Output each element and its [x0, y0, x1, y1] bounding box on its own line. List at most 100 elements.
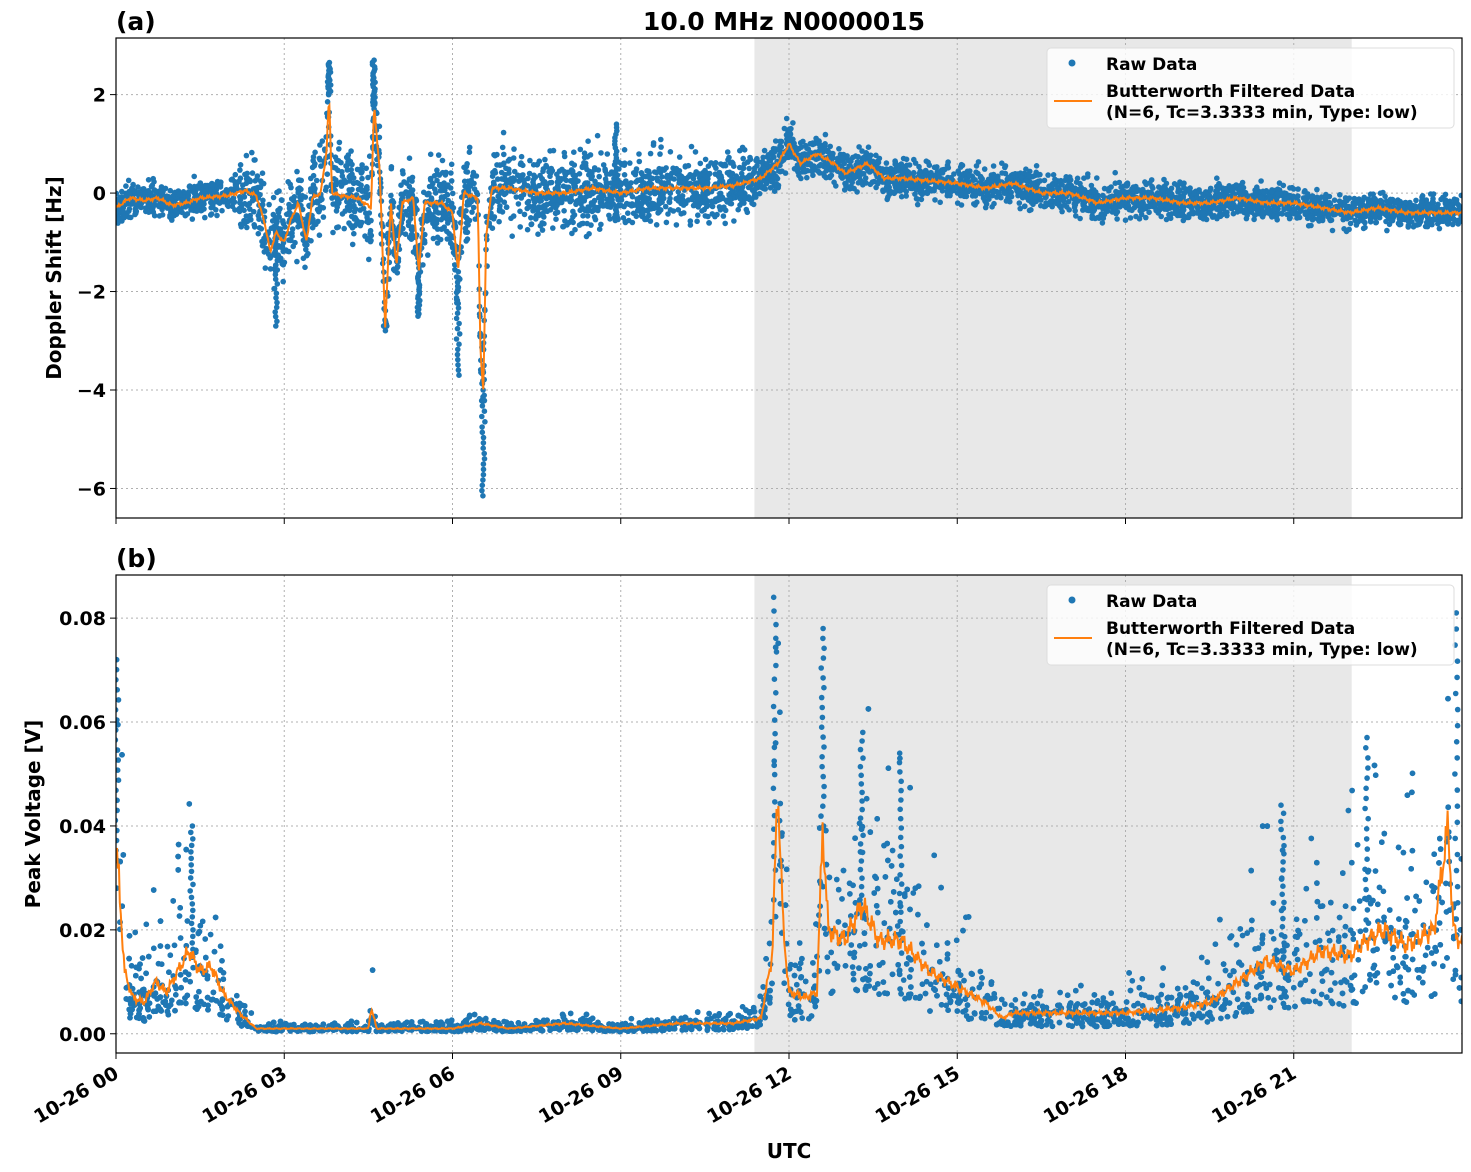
raw-point — [434, 234, 441, 241]
raw-point — [359, 188, 365, 194]
raw-point — [702, 213, 709, 219]
raw-point — [347, 178, 353, 184]
raw-point — [827, 143, 833, 150]
raw-point — [525, 198, 532, 205]
raw-point — [518, 172, 525, 179]
raw-point — [1402, 199, 1409, 206]
raw-point — [1458, 192, 1462, 199]
raw-point — [430, 180, 436, 187]
raw-point — [621, 147, 628, 153]
raw-point — [596, 173, 602, 180]
raw-point — [1052, 176, 1058, 183]
raw-point — [1377, 197, 1384, 204]
raw-point — [662, 203, 669, 210]
raw-point — [123, 183, 129, 189]
raw-point — [406, 176, 413, 182]
raw-point — [591, 207, 597, 213]
raw-point — [982, 204, 989, 211]
raw-point — [636, 158, 643, 165]
raw-point — [973, 163, 980, 169]
raw-point — [633, 179, 639, 185]
raw-point — [1077, 180, 1083, 187]
raw-point — [671, 176, 677, 182]
raw-point — [348, 148, 354, 154]
raw-point — [1219, 211, 1225, 218]
raw-point — [427, 151, 434, 158]
raw-point — [761, 147, 768, 154]
raw-point — [1309, 193, 1316, 199]
raw-point — [138, 204, 144, 211]
raw-point — [716, 174, 723, 180]
raw-point — [917, 170, 923, 176]
raw-point — [243, 152, 250, 159]
figure-title: 10.0 MHz N0000015 — [643, 7, 925, 36]
raw-point — [1200, 216, 1207, 222]
raw-point — [438, 226, 445, 232]
raw-point — [438, 216, 445, 223]
raw-point — [679, 175, 686, 181]
raw-point — [657, 151, 663, 157]
raw-point — [1252, 212, 1258, 218]
raw-point — [1047, 198, 1054, 205]
raw-point — [725, 157, 731, 163]
raw-point — [658, 144, 664, 150]
raw-point — [1160, 187, 1167, 194]
raw-point — [1122, 217, 1129, 223]
raw-point — [473, 173, 480, 179]
raw-point — [312, 161, 318, 167]
raw-point — [366, 153, 373, 159]
raw-point — [334, 224, 340, 231]
raw-point — [289, 226, 296, 232]
raw-point — [612, 217, 619, 224]
raw-point — [602, 166, 608, 172]
raw-point — [1156, 184, 1162, 190]
raw-point — [336, 139, 343, 146]
raw-point — [1020, 193, 1026, 200]
raw-point — [682, 164, 689, 170]
raw-point — [448, 178, 455, 184]
raw-point — [207, 182, 214, 188]
raw-point — [1304, 191, 1311, 197]
raw-point — [1252, 187, 1258, 193]
raw-point — [1353, 197, 1360, 203]
raw-point — [546, 169, 552, 175]
raw-point — [1064, 204, 1070, 210]
raw-point — [425, 252, 431, 258]
raw-point — [442, 187, 448, 194]
y-tick-label: 0 — [93, 183, 106, 205]
raw-point — [258, 178, 264, 185]
raw-point — [1387, 196, 1394, 203]
raw-point — [288, 196, 295, 202]
raw-point — [517, 208, 523, 215]
raw-point — [497, 162, 503, 168]
raw-point — [406, 155, 413, 161]
raw-point — [1273, 214, 1280, 221]
raw-point — [308, 238, 314, 244]
raw-point — [441, 180, 447, 186]
raw-point — [406, 234, 413, 241]
raw-point — [1082, 205, 1089, 211]
raw-point — [857, 177, 864, 184]
raw-point — [975, 170, 981, 177]
raw-point — [1233, 182, 1239, 188]
raw-point — [319, 138, 326, 144]
raw-point — [1074, 198, 1081, 204]
raw-point — [1234, 209, 1241, 215]
panel-a-label: (a) — [116, 7, 156, 36]
raw-point — [657, 200, 663, 207]
raw-point — [406, 183, 413, 190]
raw-point — [288, 237, 294, 244]
raw-point — [1152, 202, 1158, 208]
raw-point — [1230, 187, 1236, 194]
raw-point — [1112, 169, 1118, 176]
raw-point — [295, 177, 302, 183]
raw-point — [633, 166, 640, 172]
raw-point — [758, 159, 765, 165]
raw-point — [634, 208, 641, 214]
raw-point — [783, 115, 790, 122]
raw-point — [135, 184, 141, 190]
raw-point — [1119, 201, 1125, 208]
raw-point — [388, 192, 394, 199]
raw-point — [596, 226, 603, 232]
raw-point — [410, 249, 417, 255]
